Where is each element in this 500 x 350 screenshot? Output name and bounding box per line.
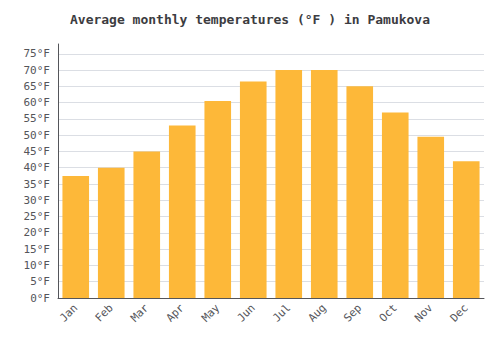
svg-text:Oct: Oct (377, 301, 400, 324)
svg-text:Nov: Nov (412, 301, 435, 324)
svg-text:Dec: Dec (448, 301, 471, 324)
svg-text:15°F: 15°F (24, 243, 51, 256)
svg-text:Jul: Jul (270, 301, 293, 324)
svg-text:May: May (199, 301, 222, 324)
svg-text:50°F: 50°F (24, 129, 51, 142)
svg-text:60°F: 60°F (24, 96, 51, 109)
svg-text:20°F: 20°F (24, 226, 51, 239)
svg-text:75°F: 75°F (24, 47, 51, 60)
svg-text:Average monthly temperatures (: Average monthly temperatures (°F ) in Pa… (70, 12, 430, 27)
svg-text:Aug: Aug (306, 301, 329, 324)
svg-text:40°F: 40°F (24, 161, 51, 174)
svg-text:10°F: 10°F (24, 259, 51, 272)
svg-text:45°F: 45°F (24, 145, 51, 158)
svg-text:Jan: Jan (57, 301, 80, 324)
svg-text:Feb: Feb (93, 301, 116, 324)
svg-text:5°F: 5°F (30, 275, 50, 288)
svg-text:70°F: 70°F (24, 64, 51, 77)
svg-text:Apr: Apr (164, 301, 187, 324)
svg-text:0°F: 0°F (30, 292, 50, 305)
svg-text:Mar: Mar (128, 301, 151, 324)
svg-text:Sep: Sep (341, 301, 364, 324)
svg-text:35°F: 35°F (24, 178, 51, 191)
svg-text:30°F: 30°F (24, 194, 51, 207)
svg-text:25°F: 25°F (24, 210, 51, 223)
svg-text:65°F: 65°F (24, 80, 51, 93)
svg-text:Jun: Jun (235, 301, 258, 324)
svg-text:55°F: 55°F (24, 112, 51, 125)
